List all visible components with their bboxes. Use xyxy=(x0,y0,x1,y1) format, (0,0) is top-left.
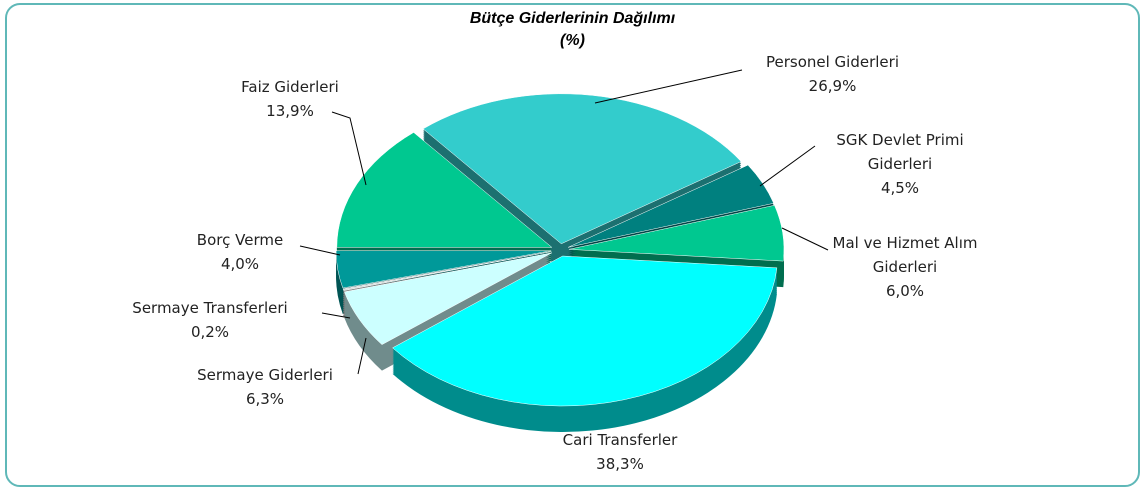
slice-label: Personel Giderleri xyxy=(765,53,899,71)
slice-value-label: 38,3% xyxy=(596,455,644,473)
slice-value-label: 6,3% xyxy=(245,390,285,408)
slice-value-label: 13,9% xyxy=(266,102,314,120)
slice xyxy=(336,132,553,248)
leader-line xyxy=(321,312,351,319)
leader-line xyxy=(357,337,367,375)
chart-subtitle: (%) xyxy=(560,32,585,49)
chart-title: Bütçe Giderlerinin Dağılımı xyxy=(469,10,676,27)
slice-value-label: 4,5% xyxy=(880,179,920,197)
slice xyxy=(342,251,552,291)
slice xyxy=(568,204,785,262)
leader-line xyxy=(781,227,829,251)
slice-label: Sermaye Transferleri xyxy=(132,299,288,317)
slice-label: Borç Verme xyxy=(196,231,284,249)
leader-line xyxy=(759,145,816,187)
slice xyxy=(335,250,552,289)
slice-label: Faiz Giderleri xyxy=(241,78,339,96)
slice xyxy=(392,255,778,407)
slice xyxy=(422,93,742,245)
leader-line xyxy=(594,69,743,104)
slice-value-label: 6,0% xyxy=(885,282,925,300)
slice-value-label: 26,9% xyxy=(808,77,857,95)
slice-label: Sermaye Giderleri xyxy=(197,366,333,384)
leader-line xyxy=(331,111,367,186)
slice-value-label: 4,0% xyxy=(220,255,260,273)
leader-line xyxy=(299,245,341,256)
slice-label: Mal ve Hizmet Alım Giderleri xyxy=(832,234,978,276)
slice-label: Cari Transferler xyxy=(562,431,678,449)
slice xyxy=(344,252,553,345)
slice-label: SGK Devlet Primi Giderleri xyxy=(836,131,964,173)
slice-value-label: 0,2% xyxy=(190,323,230,341)
